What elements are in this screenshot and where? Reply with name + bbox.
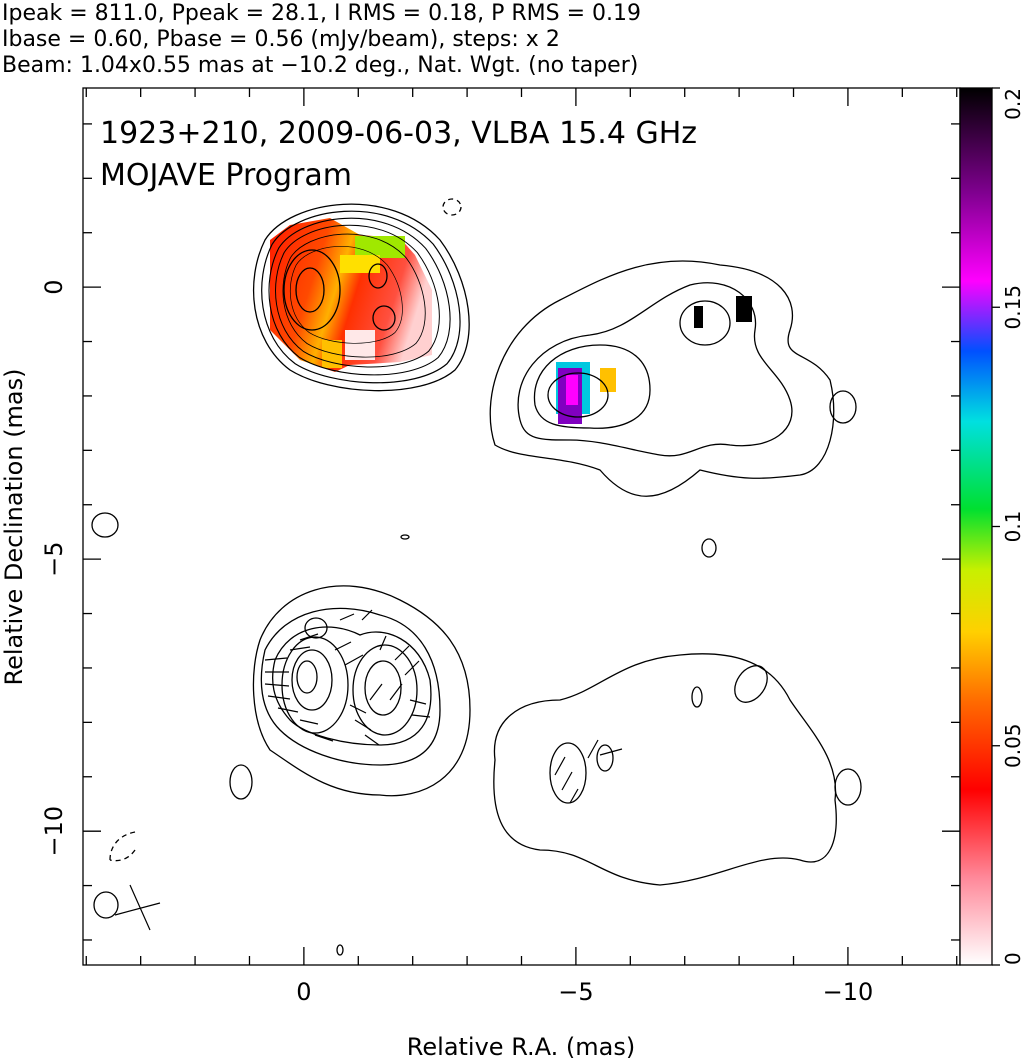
- contour: [517, 282, 793, 457]
- contour: [275, 224, 440, 368]
- contour: [547, 372, 609, 418]
- vector: [264, 609, 431, 746]
- contour: [352, 644, 418, 736]
- contour: [291, 649, 333, 711]
- contour: [368, 263, 388, 289]
- header-line: Ibase = 0.60, Pbase = 0.56 (mJy/beam), s…: [2, 27, 560, 52]
- vector: [554, 739, 623, 804]
- colorbar-tick-label: 0.05: [1001, 723, 1022, 768]
- colorbar-tick-label: 0.1: [1001, 511, 1022, 543]
- contour: [691, 686, 703, 708]
- contour: [679, 300, 731, 346]
- contour: [252, 585, 471, 797]
- contour: [304, 617, 328, 639]
- y-tick-label: −5: [40, 541, 68, 576]
- contour: [489, 260, 835, 497]
- x-axis-label: Relative R.A. (mas): [407, 1033, 635, 1061]
- y-tick-label: 0: [40, 279, 68, 294]
- pol-blob: [694, 306, 703, 328]
- contour: [296, 660, 318, 694]
- plot-frame: [82, 87, 961, 966]
- contour: [229, 764, 253, 800]
- contour: [295, 267, 325, 313]
- beam-cross: [114, 884, 161, 931]
- x-tick-label: 0: [296, 978, 311, 1006]
- header-line: Ipeak = 811.0, Ppeak = 28.1, I RMS = 0.1…: [2, 1, 641, 26]
- contour: [372, 305, 396, 331]
- contour: [442, 198, 462, 216]
- contour: [252, 203, 470, 392]
- pol-blob: [345, 330, 375, 360]
- contour: [283, 249, 341, 331]
- colorbar-tick-label: 0.2: [1001, 88, 1022, 120]
- contour: [829, 390, 857, 424]
- header: Ipeak = 811.0, Ppeak = 28.1, I RMS = 0.1…: [2, 1, 641, 78]
- contour: [549, 742, 587, 804]
- colorbar-tick-label: 0: [1001, 952, 1022, 965]
- contour: [364, 660, 402, 716]
- pol-blob: [600, 368, 616, 392]
- contour: [109, 831, 136, 862]
- polarization-vectors: [114, 609, 623, 931]
- contour: [261, 210, 461, 384]
- contour: [596, 744, 614, 772]
- x-tick-label: −5: [558, 978, 593, 1006]
- contour: [493, 653, 837, 886]
- plot-title: 1923+210, 2009-06-03, VLBA 15.4 GHz: [100, 116, 697, 151]
- y-axis-label: Relative Declination (mas): [0, 368, 28, 685]
- contour: [834, 768, 862, 806]
- contour: [93, 891, 119, 919]
- contour: [734, 665, 768, 703]
- contour: [91, 512, 119, 538]
- contour: [289, 245, 403, 344]
- contour: [282, 233, 426, 358]
- contour: [268, 217, 451, 376]
- colorbar: [959, 87, 993, 966]
- colorbar-tick-label: 0.15: [1001, 285, 1022, 330]
- contour: [336, 944, 344, 956]
- pol-blob: [340, 255, 380, 273]
- pol-blob: [566, 375, 578, 405]
- contour: [400, 534, 410, 540]
- contour: [701, 538, 717, 558]
- contour: [260, 607, 441, 766]
- contour: [533, 344, 651, 429]
- pol-blob: [355, 236, 405, 258]
- y-tick-label: −10: [40, 806, 68, 857]
- x-tick-label: −10: [823, 978, 874, 1006]
- plot-subtitle: MOJAVE Program: [100, 158, 352, 193]
- pol-blob: [736, 296, 752, 322]
- header-line: Beam: 1.04x0.55 mas at −10.2 deg., Nat. …: [2, 53, 638, 78]
